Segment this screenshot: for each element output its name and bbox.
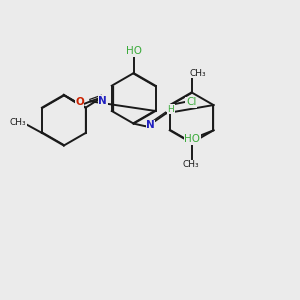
Text: HO: HO	[126, 46, 142, 56]
Text: N: N	[98, 96, 107, 106]
Text: CH₃: CH₃	[183, 160, 199, 169]
Text: H: H	[167, 105, 174, 114]
Text: O: O	[75, 98, 84, 107]
Text: CH₃: CH₃	[189, 69, 206, 78]
Text: Cl: Cl	[186, 97, 196, 107]
Text: N: N	[146, 120, 155, 130]
Text: HO: HO	[184, 134, 200, 144]
Text: CH₃: CH₃	[10, 118, 26, 127]
